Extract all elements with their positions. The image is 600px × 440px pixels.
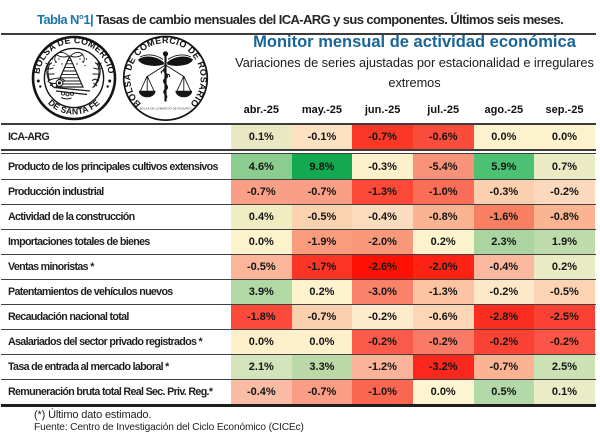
- svg-text:BOLSA DE COMERCIO DE ROSARIO: BOLSA DE COMERCIO DE ROSARIO: [140, 107, 193, 111]
